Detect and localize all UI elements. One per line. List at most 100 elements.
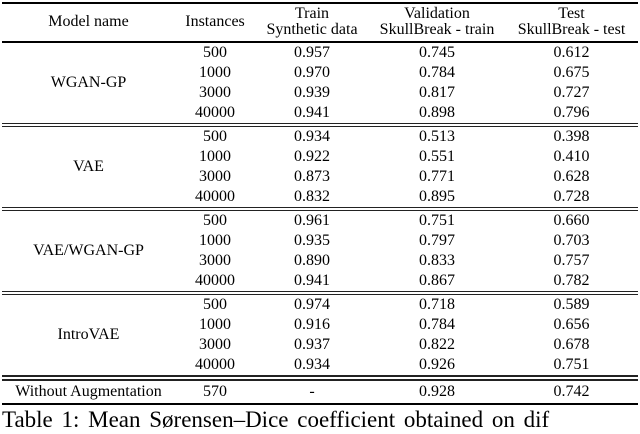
test-cell: 0.612	[553, 44, 590, 61]
instances-cell: 500	[175, 291, 255, 315]
table-row: IntroVAE 500 0.974 0.718 0.589	[2, 291, 638, 378]
instances-cell: 40000	[195, 104, 235, 121]
model-name-cell: IntroVAE	[2, 291, 175, 378]
table-row: 40000 0.934 0.926 0.751	[2, 355, 638, 378]
test-cell: 0.660	[505, 207, 638, 231]
train-cell: 0.937	[294, 336, 330, 353]
test-cell: 0.628	[553, 168, 590, 185]
model-name-cell: VAE/WGAN-GP	[2, 207, 175, 293]
instances-cell: 500	[175, 123, 255, 147]
table-row: VAE 500 0.934 0.513 0.398	[2, 123, 638, 209]
model-name-cell: WGAN-GP	[50, 74, 127, 91]
validation-cell: 0.784	[419, 64, 455, 81]
header-subtitle: Synthetic data	[266, 21, 358, 38]
test-cell: 0.656	[553, 316, 590, 333]
table-row: 40000 0.941 0.898 0.796	[2, 103, 638, 125]
test-cell: 0.703	[553, 232, 590, 249]
header-test: Test SkullBreak - test	[505, 3, 638, 43]
header-title: Test	[558, 5, 585, 22]
train-cell: 0.922	[294, 148, 330, 165]
test-cell: 0.675	[553, 64, 590, 81]
instances-cell: 1000	[199, 148, 231, 165]
instances-cell: 3000	[199, 168, 231, 185]
table-row: 3000 0.873 0.771 0.628	[2, 167, 638, 187]
test-cell: 0.742	[505, 375, 638, 405]
table-row: 3000 0.937 0.822 0.678	[2, 335, 638, 355]
table-header: Model name Instances Train Synthetic dat…	[2, 3, 638, 43]
test-cell: 0.589	[505, 291, 638, 315]
validation-cell: 0.867	[419, 272, 455, 289]
model-group-vae-wgan-gp: VAE/WGAN-GP 500 0.961 0.751 0.660 1000 0…	[2, 207, 638, 293]
model-group-introvae: IntroVAE 500 0.974 0.718 0.589 1000 0.91…	[2, 291, 638, 378]
validation-cell: 0.551	[419, 148, 455, 165]
test-cell: 0.782	[553, 272, 590, 289]
train-cell: 0.916	[294, 316, 330, 333]
instances-cell: 500	[203, 44, 227, 61]
train-cell: 0.873	[294, 168, 330, 185]
header-row: Model name Instances Train Synthetic dat…	[2, 3, 638, 43]
header-model-name: Model name	[2, 3, 175, 43]
validation-cell: 0.784	[419, 316, 455, 333]
header-subtitle: SkullBreak - train	[379, 21, 495, 38]
table-row: 3000 0.939 0.817 0.727	[2, 83, 638, 103]
test-cell: 0.398	[505, 123, 638, 147]
table-row: 3000 0.890 0.833 0.757	[2, 251, 638, 271]
validation-cell: 0.797	[419, 232, 455, 249]
table-row: 40000 0.941 0.867 0.782	[2, 271, 638, 293]
validation-cell: 0.926	[419, 356, 455, 373]
train-cell: 0.941	[294, 104, 330, 121]
test-cell: 0.410	[553, 148, 590, 165]
train-cell: -	[255, 375, 369, 405]
test-cell: 0.796	[553, 104, 590, 121]
train-cell: 0.957	[294, 44, 330, 61]
validation-cell: 0.817	[419, 84, 455, 101]
validation-cell: 0.928	[369, 375, 505, 405]
header-title: Instances	[185, 13, 245, 30]
train-cell: 0.934	[255, 123, 369, 147]
header-title: Model name	[48, 13, 129, 30]
validation-cell: 0.898	[419, 104, 455, 121]
train-cell: 0.961	[255, 207, 369, 231]
table-row-without-augmentation: Without Augmentation 570 - 0.928 0.742	[2, 375, 638, 405]
table-row: 1000 0.970 0.784 0.675	[2, 63, 638, 83]
model-group-wgan-gp: WGAN-GP 500 0.957 0.745 0.612 1000 0.970…	[2, 42, 638, 125]
validation-cell: 0.718	[369, 291, 505, 315]
train-cell: 0.970	[294, 64, 330, 81]
validation-cell: 0.833	[419, 252, 455, 269]
table-row: 1000 0.935 0.797 0.703	[2, 231, 638, 251]
instances-cell: 40000	[195, 188, 235, 205]
without-augmentation-group: Without Augmentation 570 - 0.928 0.742	[2, 375, 638, 405]
header-title: Train	[294, 5, 330, 22]
test-cell: 0.757	[553, 252, 590, 269]
validation-cell: 0.771	[419, 168, 455, 185]
instances-cell: 570	[175, 375, 255, 405]
validation-cell: 0.745	[419, 44, 455, 61]
train-cell: 0.934	[294, 356, 330, 373]
table-row: 1000 0.916 0.784 0.656	[2, 315, 638, 335]
instances-cell: 3000	[199, 252, 231, 269]
validation-cell: 0.895	[419, 188, 455, 205]
header-title: Validation	[404, 5, 470, 22]
header-train: Train Synthetic data	[255, 3, 369, 43]
table-row: 1000 0.922 0.551 0.410	[2, 147, 638, 167]
header-validation: Validation SkullBreak - train	[369, 3, 505, 43]
validation-cell: 0.822	[419, 336, 455, 353]
model-group-vae: VAE 500 0.934 0.513 0.398 1000 0.922 0.5…	[2, 123, 638, 209]
test-cell: 0.728	[553, 188, 590, 205]
test-cell: 0.678	[553, 336, 590, 353]
instances-cell: 1000	[199, 232, 231, 249]
train-cell: 0.974	[255, 291, 369, 315]
table-row: 40000 0.832 0.895 0.728	[2, 187, 638, 209]
model-name-cell: VAE	[2, 123, 175, 209]
instances-cell: 1000	[199, 316, 231, 333]
instances-cell: 40000	[195, 272, 235, 289]
test-cell: 0.751	[553, 356, 590, 373]
header-instances: Instances	[175, 3, 255, 43]
instances-cell: 40000	[195, 356, 235, 373]
validation-cell: 0.513	[369, 123, 505, 147]
train-cell: 0.939	[294, 84, 330, 101]
test-cell: 0.727	[553, 84, 590, 101]
train-cell: 0.935	[294, 232, 330, 249]
table-row: VAE/WGAN-GP 500 0.961 0.751 0.660	[2, 207, 638, 293]
train-cell: 0.890	[294, 252, 330, 269]
